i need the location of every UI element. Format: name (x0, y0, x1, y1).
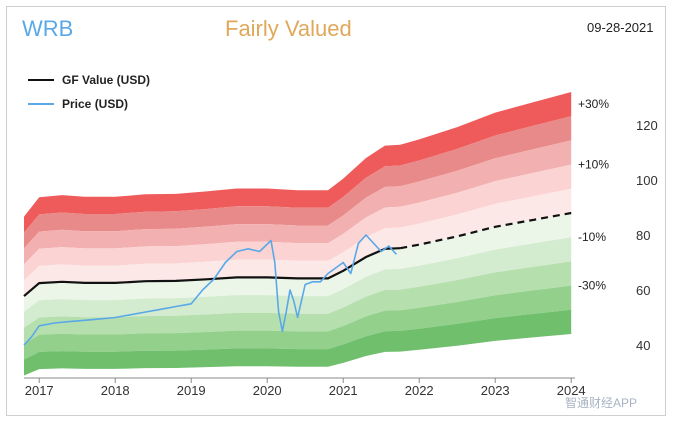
x-tick-label: 2022 (405, 383, 434, 398)
x-axis: 2017 2018 2019 2020 2021 2022 2023 2024 (24, 377, 586, 398)
legend-swatch-gf-value (28, 79, 54, 81)
series-lines (23, 211, 572, 346)
gf-value-line (23, 247, 401, 297)
valuation-band-7 (24, 237, 572, 328)
valuation-band-6 (24, 213, 572, 312)
band-label-2: +10% (578, 158, 609, 172)
valuation-band-9 (24, 285, 572, 360)
watermark: 智通财经APP (565, 396, 638, 410)
price-line (23, 234, 397, 346)
valuation-band-5 (24, 188, 572, 297)
x-tick-label: 2018 (101, 383, 130, 398)
y-tick-label: 100 (636, 173, 658, 188)
ticker-symbol: WRB (22, 16, 74, 41)
y-tick-label: 40 (636, 338, 650, 353)
band-label-3: -10% (578, 230, 606, 244)
valuation-band-2 (24, 116, 572, 249)
x-tick-label: 2024 (557, 383, 586, 398)
valuation-bands (24, 92, 572, 376)
x-tick-label: 2017 (25, 383, 54, 398)
band-labels: +30% +10% -10% -30% (578, 97, 609, 293)
x-tick-label: 2020 (253, 383, 282, 398)
y-axis: 40 60 80 100 120 (636, 118, 658, 353)
band-label-1: +30% (578, 97, 609, 111)
as-of-date: 09-28-2021 (587, 20, 654, 35)
band-label-4: -30% (578, 279, 606, 293)
legend-swatch-price (28, 103, 54, 105)
legend-item-price: Price (USD) (28, 92, 150, 116)
valuation-band-4 (24, 164, 572, 281)
valuation-band-10 (24, 309, 572, 376)
x-tick-label: 2019 (177, 383, 206, 398)
x-tick-label: 2021 (329, 383, 358, 398)
valuation-status: Fairly Valued (225, 16, 352, 41)
y-tick-label: 60 (636, 283, 650, 298)
y-tick-label: 120 (636, 118, 658, 133)
valuation-band-8 (24, 261, 572, 344)
chart-legend: GF Value (USD) Price (USD) (28, 68, 150, 116)
y-tick-label: 80 (636, 228, 650, 243)
valuation-band-1 (24, 92, 572, 233)
valuation-band-3 (24, 140, 572, 265)
legend-item-gf-value: GF Value (USD) (28, 68, 150, 92)
legend-label-gf-value: GF Value (USD) (62, 73, 151, 87)
legend-label-price: Price (USD) (62, 97, 129, 111)
x-tick-label: 2023 (481, 383, 510, 398)
gf-value-projection-line (399, 211, 572, 250)
